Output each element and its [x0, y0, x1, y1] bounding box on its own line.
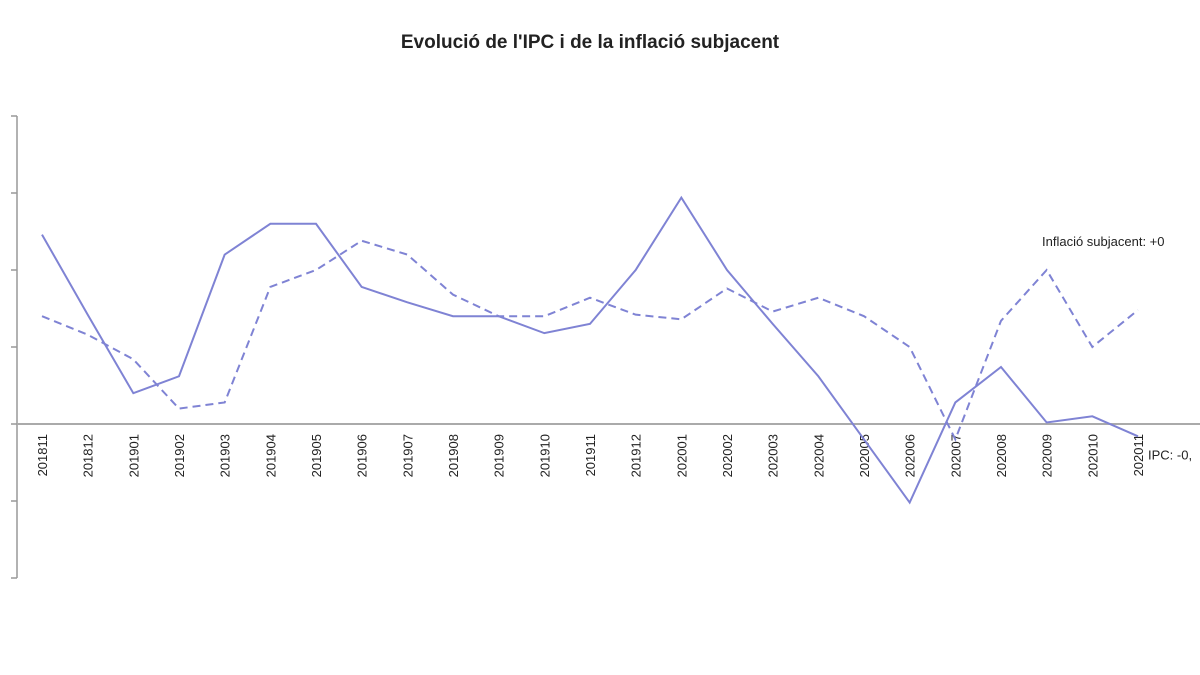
x-tick-label: 202001 — [674, 434, 689, 477]
x-tick-label: 201902 — [172, 434, 187, 477]
x-tick-label: 201908 — [446, 434, 461, 477]
annotation: IPC: -0, — [1148, 447, 1192, 462]
x-tick-label: 201904 — [263, 434, 278, 477]
x-tick-label: 201912 — [629, 434, 644, 477]
x-tick-label: 201909 — [492, 434, 507, 477]
x-tick-label: 202011 — [1131, 434, 1146, 476]
x-tick-label: 202008 — [994, 434, 1009, 477]
x-tick-label: 201905 — [309, 434, 324, 477]
x-tick-label: 201911 — [583, 434, 598, 476]
x-tick-label: 201910 — [537, 434, 552, 477]
x-tick-label: 202007 — [948, 434, 963, 477]
x-tick-label: 202003 — [766, 434, 781, 477]
x-tick-label: 202004 — [811, 434, 826, 477]
x-tick-label: 202002 — [720, 434, 735, 477]
x-tick-label: 201901 — [126, 434, 141, 477]
series-line — [41, 239, 1139, 442]
x-tick-label: 201812 — [81, 434, 96, 477]
x-tick-label: 201811 — [35, 434, 50, 476]
annotation: Inflació subjacent: +0 — [1042, 234, 1165, 249]
x-tick-label: 201903 — [218, 434, 233, 477]
series-line — [41, 195, 1139, 505]
chart-title: Evolució de l'IPC i de la inflació subja… — [401, 32, 780, 53]
x-tick-label: 201907 — [400, 434, 415, 477]
x-tick-label: 201906 — [355, 434, 370, 477]
x-tick-label: 202010 — [1085, 434, 1100, 477]
x-tick-label: 202009 — [1040, 434, 1055, 477]
x-tick-label: 202006 — [903, 434, 918, 477]
